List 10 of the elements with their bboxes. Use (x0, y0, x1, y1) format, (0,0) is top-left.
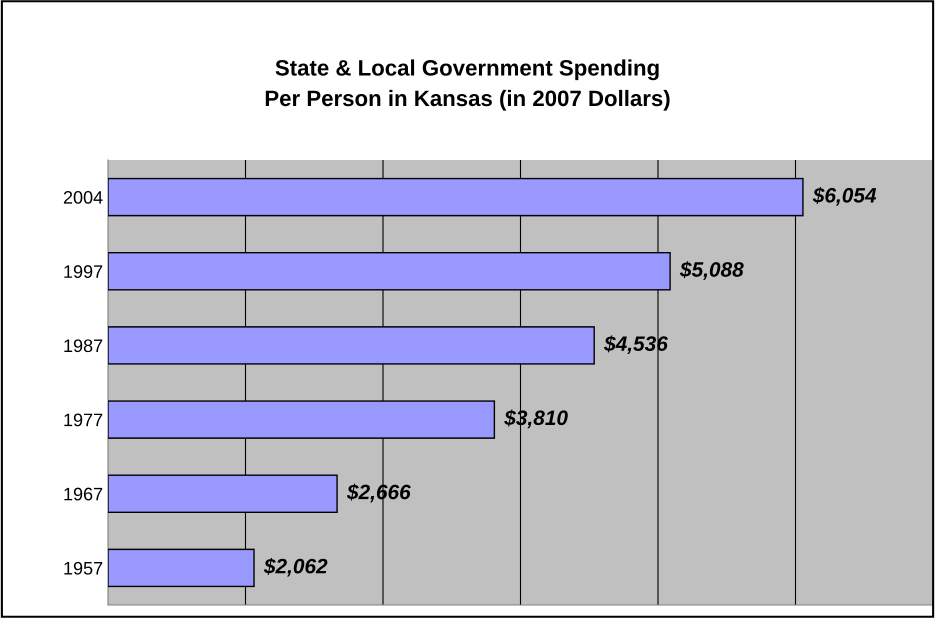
data-label: $6,054 (812, 187, 876, 206)
data-label: $5,088 (680, 261, 744, 280)
y-tick-label: 1957 (64, 562, 102, 575)
y-tick-label: 1977 (64, 414, 102, 426)
chart-title: State & Local Government Spending Per Person in Kansas (in 2007 Dollars) (266, 59, 670, 111)
y-tick-label: 1987 (64, 339, 102, 352)
y-tick-label: 1997 (64, 265, 102, 278)
y-tick-label: 1967 (64, 488, 102, 500)
data-label: $2,062 (264, 558, 328, 577)
y-tick-label: 2004 (64, 191, 103, 204)
